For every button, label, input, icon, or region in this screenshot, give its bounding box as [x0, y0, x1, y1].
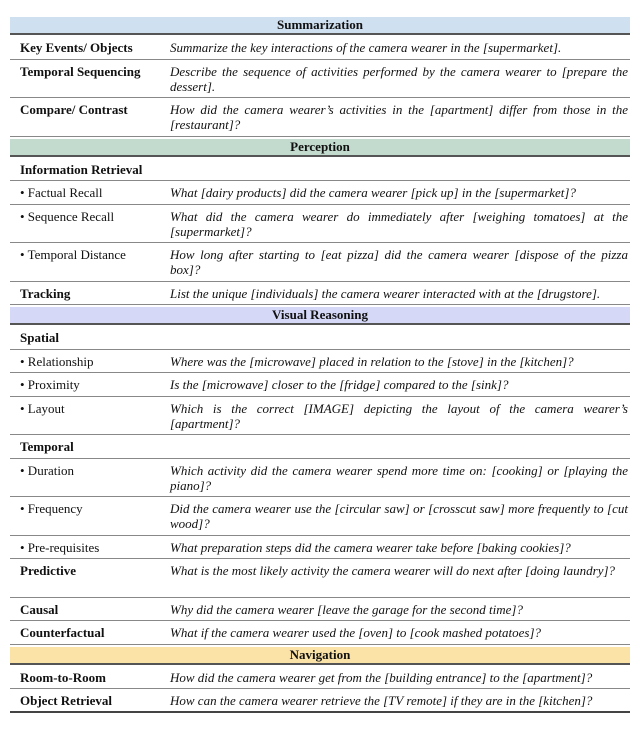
section-header-summarization: Summarization — [10, 17, 630, 35]
table-row-proximity: • Proximity Is the [microwave] closer to … — [10, 373, 630, 397]
example-question: List the unique [individuals] the camera… — [170, 285, 601, 301]
task-category: Spatial — [20, 330, 60, 345]
table-row-information-retrieval: Information Retrieval — [10, 158, 630, 181]
task-category: Tracking — [20, 285, 71, 301]
example-question: Where was the [microwave] placed in rela… — [170, 353, 574, 369]
task-category: Object Retrieval — [20, 693, 113, 708]
table-row-temporal: Temporal — [10, 435, 630, 459]
example-question: How long after starting to [eat pizza] d… — [170, 247, 628, 277]
task-category: Room-to-Room — [20, 669, 106, 685]
example-question: How did the camera wearer’s activities i… — [170, 102, 628, 132]
example-question: Did the camera wearer use the [circular … — [170, 501, 628, 531]
example-question: What is the most likely activity the cam… — [170, 563, 616, 578]
section-header-visual-reasoning: Visual Reasoning — [10, 307, 630, 325]
example-question — [170, 439, 630, 458]
table-row-causal: Causal Why did the camera wearer [leave t… — [10, 598, 630, 621]
table-row-temporal-sequencing: Temporal Sequencing Describe the sequence… — [10, 60, 630, 98]
example-question: Describe the sequence of activities perf… — [170, 63, 628, 94]
task-taxonomy-table: Summarization Key Events/ Objects Summariz… — [10, 17, 630, 713]
section-header-navigation: Navigation — [10, 646, 630, 665]
task-category: Causal — [20, 601, 59, 617]
table-row-counterfactual: Counterfactual What if the camera wearer … — [10, 621, 630, 645]
task-category: • Proximity — [20, 377, 80, 392]
task-category: • Pre-requisites — [20, 539, 100, 555]
task-category: • Factual Recall — [20, 185, 103, 200]
example-question: How did the camera wearer get from the [… — [170, 669, 593, 685]
table-row-key-events-objects: Key Events/ Objects Summarize the key int… — [10, 36, 630, 60]
task-category: • Frequency — [20, 501, 83, 516]
table-row-frequency: • Frequency Did the camera wearer use the… — [10, 497, 630, 536]
table-row-relationship: • Relationship Where was the [microwave] … — [10, 350, 630, 373]
table-row-tracking: Tracking List the unique [individuals] th… — [10, 282, 630, 305]
task-category: Information Retrieval — [20, 161, 143, 177]
section-header-perception: Perception — [10, 138, 630, 157]
table-row-room-to-room: Room-to-Room How did the camera wearer ge… — [10, 666, 630, 689]
task-category: • Duration — [20, 462, 75, 478]
task-category: Temporal Sequencing — [20, 63, 141, 79]
example-question: What if the camera wearer used the [oven… — [170, 625, 542, 640]
task-category: Counterfactual — [20, 625, 105, 640]
example-question: What did the camera wearer do immediatel… — [170, 208, 628, 239]
table-row-spatial: Spatial — [10, 326, 630, 350]
table-row-compare-contrast: Compare/ Contrast How did the camera wear… — [10, 98, 630, 137]
example-question: Why did the camera wearer [leave the gar… — [170, 601, 523, 617]
example-question — [170, 162, 630, 181]
task-category: Compare/ Contrast — [20, 102, 128, 117]
task-category: Temporal — [20, 439, 74, 454]
table-row-duration: • Duration Which activity did the camera … — [10, 459, 630, 497]
table-row-object-retrieval: Object Retrieval How can the camera weare… — [10, 689, 630, 713]
task-category: • Layout — [20, 400, 65, 416]
example-question: What [dairy products] did the camera wea… — [170, 185, 576, 200]
example-question: Which activity did the camera wearer spe… — [170, 462, 628, 493]
table-row-layout: • Layout Which is the correct [IMAGE] dep… — [10, 397, 630, 435]
task-category: Predictive — [20, 563, 77, 578]
example-question: What preparation steps did the camera we… — [170, 539, 571, 555]
example-question: How can the camera wearer retrieve the [… — [170, 693, 593, 708]
task-category: • Sequence Recall — [20, 208, 115, 224]
table-row-sequence-recall: • Sequence Recall What did the camera wea… — [10, 205, 630, 243]
table-row-factual-recall: • Factual Recall What [dairy products] di… — [10, 181, 630, 205]
example-question: Is the [microwave] closer to the [fridge… — [170, 377, 509, 392]
task-category: • Relationship — [20, 353, 94, 369]
table-row-pre-requisites: • Pre-requisites What preparation steps d… — [10, 536, 630, 559]
example-question: Summarize the key interactions of the ca… — [170, 40, 562, 55]
task-category: • Temporal Distance — [20, 247, 126, 262]
task-category: Key Events/ Objects — [20, 40, 133, 55]
example-question: Which is the correct [IMAGE] depicting t… — [170, 400, 628, 431]
table-row-predictive: Predictive What is the most likely activi… — [10, 559, 630, 598]
example-question — [170, 330, 630, 349]
table-row-temporal-distance: • Temporal Distance How long after starti… — [10, 243, 630, 282]
